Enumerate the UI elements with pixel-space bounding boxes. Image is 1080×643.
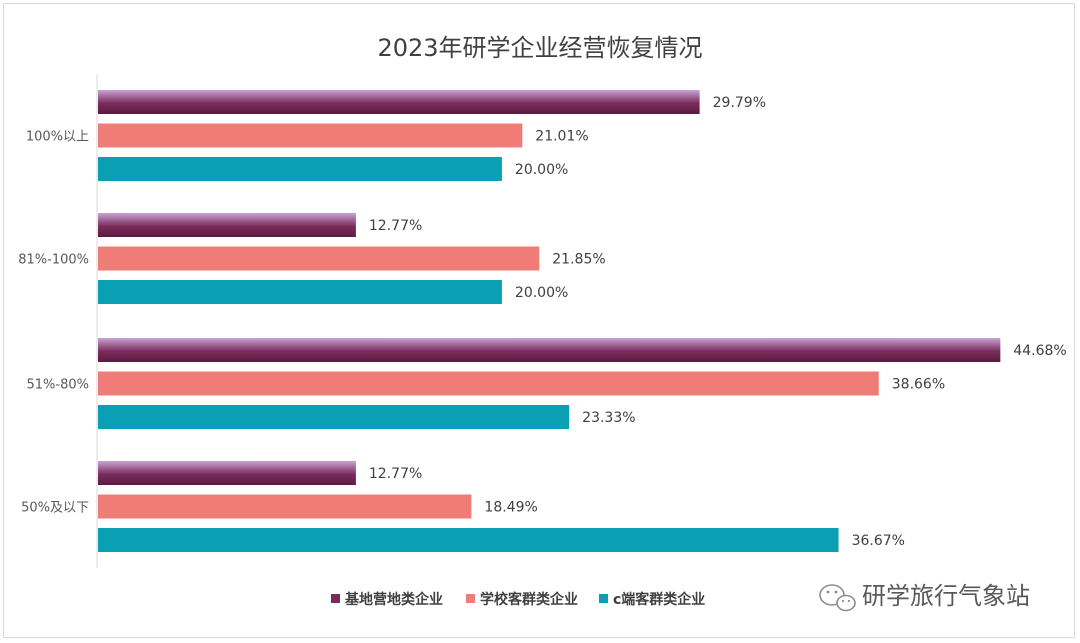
legend-swatch xyxy=(599,594,608,603)
data-label: 38.66% xyxy=(892,377,945,393)
data-label: 36.67% xyxy=(852,533,905,549)
bar-series-2 xyxy=(98,494,472,519)
data-label: 12.77% xyxy=(369,218,422,234)
data-label: 18.49% xyxy=(484,500,537,516)
data-label: 20.00% xyxy=(515,162,568,178)
value-labels: 29.79% 21.01% 20.00% 12.77% 21.85% 20.00% 44.6… xyxy=(369,95,1067,549)
watermark-text: 研学旅行气象站 xyxy=(862,582,1030,610)
bars-group xyxy=(98,90,1001,552)
category-label: 50%及以下 xyxy=(21,501,89,516)
category-label: 51%-80% xyxy=(27,378,89,393)
legend-label: 基地营地类企业 xyxy=(345,591,443,608)
watermark: 研学旅行气象站 xyxy=(819,582,1030,612)
data-label: 44.68% xyxy=(1013,343,1066,359)
bar-series-1 xyxy=(98,338,1001,362)
chart-border xyxy=(3,3,1075,638)
bar-series-1 xyxy=(98,213,356,237)
data-label: 21.01% xyxy=(535,129,588,145)
category-label: 81%-100% xyxy=(18,253,89,268)
data-label: 29.79% xyxy=(713,95,766,111)
legend-label: 学校客群类企业 xyxy=(480,591,578,608)
bar-series-1 xyxy=(98,461,356,485)
data-label: 21.85% xyxy=(552,252,605,268)
bar-series-3 xyxy=(98,528,839,552)
chart-title: 2023年研学企业经营恢复情况 xyxy=(377,34,702,62)
category-label: 100%以上 xyxy=(26,130,89,145)
category-labels: 100%以上 81%-100% 51%-80% 50%及以下 xyxy=(18,130,89,516)
data-label: 12.77% xyxy=(369,466,422,482)
bar-series-2 xyxy=(98,246,540,271)
legend-swatch xyxy=(331,594,340,603)
bar-series-2 xyxy=(98,371,879,396)
bar-series-2 xyxy=(98,123,523,148)
legend-label: c端客群类企业 xyxy=(613,591,705,608)
bar-series-1 xyxy=(98,90,700,114)
data-label: 23.33% xyxy=(582,410,635,426)
data-label: 20.00% xyxy=(515,285,568,301)
wechat-icon xyxy=(819,584,856,612)
bar-series-3 xyxy=(98,405,570,429)
bar-series-3 xyxy=(98,280,502,304)
legend: 基地营地类企业 学校客群类企业 c端客群类企业 xyxy=(331,591,705,608)
legend-swatch xyxy=(466,594,475,603)
bar-series-3 xyxy=(98,157,502,181)
